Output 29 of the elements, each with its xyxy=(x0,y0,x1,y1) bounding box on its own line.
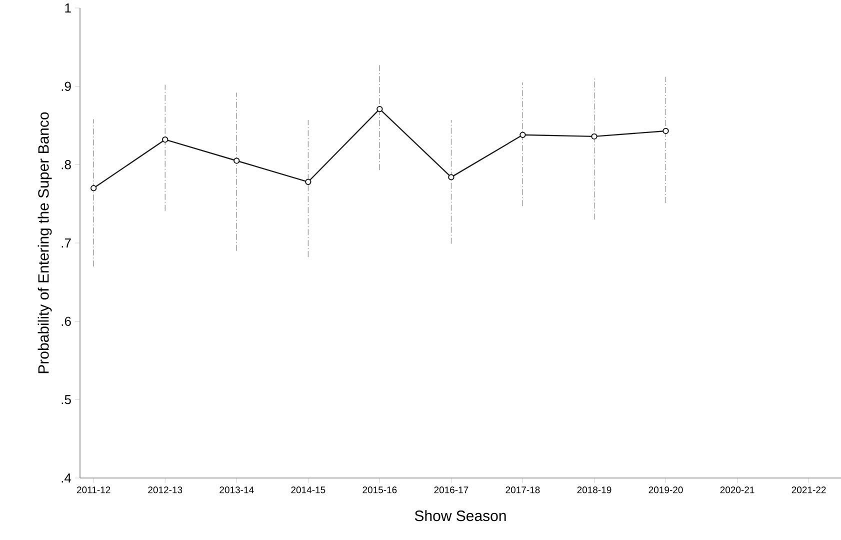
x-tick-label: 2014-15 xyxy=(291,486,326,494)
x-axis-title: Show Season xyxy=(414,510,506,522)
y-tick-label: .7 xyxy=(62,238,71,248)
x-tick-label: 2020-21 xyxy=(720,486,754,494)
y-tick-label: 1 xyxy=(65,4,71,12)
x-tick-label: 2011-12 xyxy=(76,486,110,494)
point xyxy=(520,132,526,138)
x-tick-label: 2015-16 xyxy=(362,486,397,494)
point xyxy=(305,178,312,185)
x-tick-label: 2013-14 xyxy=(220,486,254,494)
point xyxy=(448,174,454,180)
x-tick-label: 2018-19 xyxy=(577,486,612,494)
y-tick-label: .4 xyxy=(62,474,72,482)
y-tick-label: .9 xyxy=(62,82,71,91)
y-tick-label: .8 xyxy=(62,160,71,170)
x-tick-label: 2017-18 xyxy=(506,486,540,494)
point xyxy=(662,128,669,134)
point xyxy=(234,158,240,164)
point xyxy=(162,136,168,143)
x-tick-label: 2016-17 xyxy=(434,486,468,494)
y-axis-title: Probability of Entering the Super Banco xyxy=(38,112,52,374)
point xyxy=(376,106,383,112)
x-tick-label: 2019-20 xyxy=(648,486,683,494)
point xyxy=(591,133,598,140)
y-tick-label: .5 xyxy=(62,395,71,404)
point xyxy=(90,185,97,192)
y-tick-label: .6 xyxy=(62,316,71,326)
x-tick-label: 2012-13 xyxy=(148,486,182,494)
x-tick-label: 2021-22 xyxy=(792,486,826,494)
